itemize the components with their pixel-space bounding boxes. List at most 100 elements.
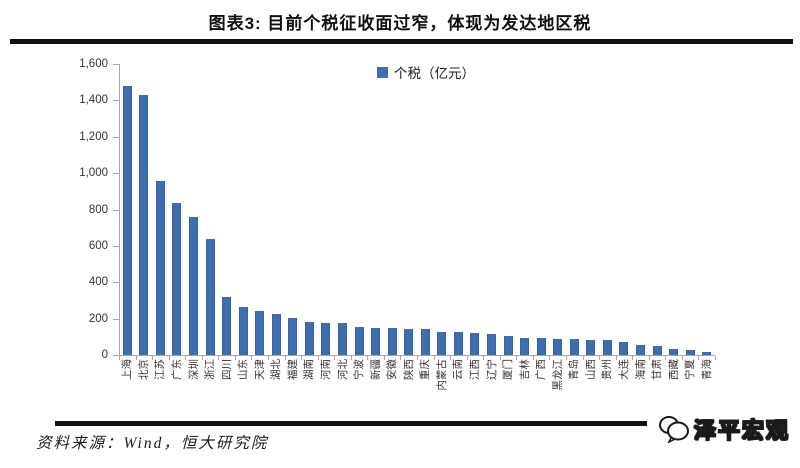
bar-chart: 0 200 400 600 800 1,000 1,200 1,400 1,600 上海 北京 江苏…: [0, 50, 800, 420]
x-axis-label: 西藏: [667, 359, 680, 380]
y-tick-mark: [113, 64, 119, 65]
x-tick-mark: [251, 356, 253, 360]
title-rule: [10, 39, 793, 44]
y-tick-label: 1,600: [79, 58, 108, 70]
x-tick-mark: [681, 356, 683, 360]
chart-bar: [586, 339, 596, 355]
x-tick-mark: [516, 356, 518, 360]
y-tick-mark: [113, 282, 119, 284]
chart-bar: [569, 339, 579, 355]
x-tick-mark: [367, 356, 369, 360]
watermark: 泽平宏观: [658, 413, 790, 445]
x-tick-mark: [168, 356, 170, 360]
zeping-macro-logo-icon: [658, 416, 689, 443]
chart-bar: [155, 181, 165, 355]
y-tick-mark: [113, 136, 119, 138]
x-axis-label: 黑龙江: [551, 359, 564, 391]
x-axis-line: [119, 355, 715, 356]
x-axis-label: 江苏: [154, 359, 167, 380]
chart-bar: [139, 94, 149, 355]
y-axis-line: [119, 64, 120, 356]
x-axis-label: 山东: [237, 359, 250, 380]
x-tick-mark: [499, 356, 501, 360]
x-axis-label: 广西: [535, 359, 548, 380]
x-axis-label: 安徽: [386, 359, 399, 380]
chart-bar: [685, 350, 695, 355]
x-axis-label: 陕西: [402, 359, 415, 380]
chart-bar: [669, 348, 679, 355]
x-axis-label: 湖南: [303, 359, 316, 380]
x-axis-label: 辽宁: [485, 359, 498, 380]
legend-swatch-icon: [377, 66, 388, 78]
chart-bar: [238, 306, 248, 355]
y-tick-mark: [113, 245, 119, 247]
x-axis-label: 吉林: [518, 359, 531, 380]
y-tick-mark: [113, 209, 119, 211]
x-axis-label: 广东: [170, 359, 183, 380]
x-tick-mark: [549, 356, 551, 360]
chart-bar: [437, 331, 447, 355]
y-tick-mark: [113, 318, 119, 320]
x-tick-mark: [284, 356, 286, 360]
x-axis-label: 云南: [452, 359, 465, 380]
y-tick-label: 1,200: [79, 130, 108, 143]
x-tick-mark: [201, 356, 203, 360]
x-tick-mark: [566, 356, 567, 360]
x-tick-mark: [400, 356, 402, 360]
chart-bar: [536, 338, 546, 355]
x-axis-label: 厦门: [502, 359, 515, 380]
x-axis-label: 内蒙古: [435, 359, 448, 391]
footer-rule: [55, 421, 647, 426]
chart-bar: [271, 313, 281, 355]
source-note: 资料来源：Wind，恒大研究院: [36, 435, 269, 452]
y-tick-mark: [113, 173, 119, 175]
chart-bar: [387, 328, 397, 355]
x-tick-mark: [450, 356, 452, 360]
chart-bar: [189, 216, 198, 355]
y-tick-label: 400: [88, 276, 108, 289]
x-tick-mark: [715, 356, 716, 360]
x-tick-mark: [698, 356, 700, 360]
y-tick-mark: [113, 355, 119, 356]
x-axis-label: 浙江: [204, 359, 217, 380]
x-tick-mark: [599, 356, 601, 360]
x-axis-label: 甘肃: [651, 359, 664, 380]
chart-bar: [205, 238, 215, 355]
chart-bar: [487, 334, 496, 355]
x-tick-mark: [185, 356, 187, 360]
y-tick-label: 1,000: [79, 167, 108, 180]
x-axis-label: 山西: [584, 359, 597, 380]
chart-bar: [321, 322, 331, 355]
chart-bar: [222, 296, 232, 355]
x-tick-mark: [152, 356, 154, 360]
legend-label: 个税（亿元）: [394, 66, 475, 81]
x-tick-mark: [383, 356, 385, 360]
x-tick-mark: [417, 356, 418, 360]
x-tick-mark: [648, 356, 650, 360]
x-tick-mark: [218, 356, 220, 360]
y-tick-label: 600: [88, 239, 108, 252]
x-tick-mark: [665, 356, 667, 360]
chart-bar: [652, 345, 662, 355]
chart-bar: [636, 344, 645, 355]
x-tick-mark: [234, 356, 236, 360]
chart-bar: [304, 321, 314, 355]
x-axis-label: 湖北: [270, 359, 283, 380]
x-tick-mark: [466, 356, 468, 360]
x-tick-mark: [268, 356, 269, 360]
chart-legend: 个税（亿元）: [377, 62, 475, 82]
x-tick-mark: [582, 356, 584, 360]
x-tick-mark: [532, 356, 534, 360]
x-axis-label: 海南: [634, 359, 647, 380]
x-tick-mark: [632, 356, 634, 360]
x-axis-label: 天津: [253, 359, 266, 380]
chart-bar: [503, 335, 513, 355]
watermark-text: 泽平宏观: [693, 417, 790, 443]
chart-bar: [420, 328, 430, 355]
x-axis-label: 四川: [220, 359, 233, 380]
x-tick-mark: [350, 356, 352, 360]
chart-bar: [338, 322, 347, 355]
chart-bar: [354, 326, 364, 355]
x-tick-mark: [119, 356, 120, 360]
x-tick-mark: [433, 356, 435, 360]
